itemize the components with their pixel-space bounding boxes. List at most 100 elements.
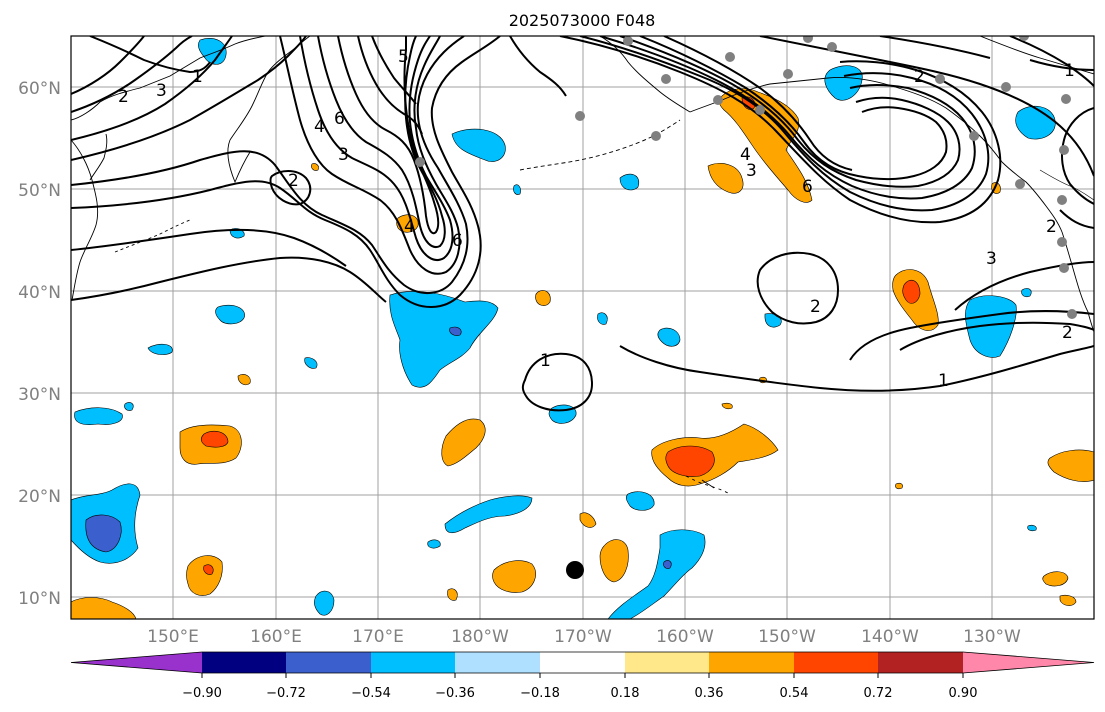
coastline-alaska-w: [599, 36, 691, 113]
colorbar-segment: [625, 652, 709, 673]
positive-patch: [599, 539, 629, 583]
coastline-hawaii-2: [701, 479, 715, 489]
contour-line: [899, 321, 1094, 351]
negative-patch: [427, 539, 441, 549]
station-marker: [1015, 179, 1025, 189]
negative-patch: [198, 38, 227, 65]
contour-line: [299, 36, 454, 261]
shaded-anomaly-field: [71, 38, 1094, 619]
contour-line: [71, 36, 307, 161]
contour-line: [71, 36, 469, 294]
station-marker: [661, 74, 671, 84]
lon-label: 130°W: [963, 627, 1021, 647]
positive-patch: [186, 555, 223, 596]
contour-label: 2: [914, 67, 925, 87]
contour-label: 2: [810, 297, 821, 317]
contour-label: 3: [156, 81, 167, 101]
colorbar-segment: [455, 652, 540, 673]
coastline-kurils: [114, 219, 191, 253]
colorbar-tick-label: 0.90: [949, 686, 978, 701]
positive-patch: [237, 374, 251, 386]
coastline-sakhalin: [89, 133, 108, 181]
negative-patch: [597, 312, 608, 325]
station-marker: [803, 36, 813, 43]
contour-line: [1059, 209, 1094, 229]
positive-patch: [707, 163, 744, 194]
station-marker: [713, 95, 723, 105]
contour-line: [879, 36, 991, 59]
station-marker: [1057, 195, 1067, 205]
contour-label: 4: [314, 117, 325, 137]
lon-label: 150°W: [758, 627, 816, 647]
colorbar-tick-label: −0.36: [435, 686, 475, 701]
contour-line: [619, 36, 961, 188]
negative-patch: [85, 514, 122, 553]
positive-patch: [579, 512, 597, 528]
negative-patch: [625, 491, 655, 511]
coastline-hawaii: [685, 475, 731, 495]
contour-label: 1: [938, 371, 949, 391]
contour-labels: 1 2 3 5 6 4 3 2 6 4 4 3 6 2 1 2 2 3 2 1: [118, 47, 1075, 391]
contour-line: [599, 36, 976, 200]
contour-line: [71, 228, 347, 267]
positive-patch: [492, 560, 536, 593]
positive-patch: [200, 430, 229, 448]
colorbar-segment: [878, 652, 963, 673]
positive-patch: [441, 418, 486, 467]
contour-label: 2: [118, 87, 129, 107]
contour-label: 1: [192, 67, 203, 87]
colorbar-segments: [70, 651, 1095, 674]
contour-label: 4: [740, 145, 751, 165]
positive-patch: [1059, 594, 1077, 606]
contour-lines: [71, 36, 1094, 412]
station-marker: [651, 131, 661, 141]
contour-line: [849, 310, 1094, 361]
negative-patch: [389, 291, 499, 388]
station-marker: [755, 105, 765, 115]
contour-label: 6: [802, 177, 813, 197]
longitude-labels: 150°E 160°E 170°E 180°W 170°W 160°W 150°…: [147, 627, 1021, 647]
contour-line: [269, 170, 312, 206]
contour-line: [71, 36, 193, 113]
station-marker: [969, 131, 979, 141]
contour-line: [954, 261, 1094, 311]
colorbar: −0.90 −0.72 −0.54 −0.36 −0.18 0.18 0.36 …: [70, 651, 1095, 701]
coastline-okhotsk: [71, 139, 99, 301]
station-marker: [1061, 94, 1071, 104]
lat-label: 50°N: [18, 181, 61, 201]
contour-line: [89, 36, 211, 74]
contour-label: 6: [334, 109, 345, 129]
positive-patch: [721, 402, 733, 410]
coastline-kamchatka-w: [227, 139, 251, 184]
negative-patch: [513, 184, 521, 195]
contour-line: [663, 36, 853, 171]
lon-label: 160°W: [656, 627, 714, 647]
colorbar-segment: [71, 652, 202, 673]
colorbar-tick-label: −0.54: [351, 686, 391, 701]
contour-line: [357, 36, 423, 135]
negative-patch: [1027, 524, 1037, 532]
contour-label: 3: [338, 145, 349, 165]
station-marker: [415, 157, 425, 167]
contour-line: [371, 36, 417, 105]
coastline-canada-rivers: [1039, 169, 1094, 201]
station-marker: [1059, 263, 1069, 273]
station-marker: [1001, 82, 1011, 92]
contour-line: [71, 36, 233, 141]
contour-line: [619, 345, 1094, 392]
lon-label: 180°W: [451, 627, 509, 647]
map-frame: [70, 35, 1095, 620]
contour-line: [71, 256, 387, 303]
negative-patch: [663, 560, 672, 569]
coastline-asia: [71, 36, 266, 121]
positive-patch: [203, 564, 214, 575]
positive-patch: [447, 588, 458, 601]
negative-patch: [147, 343, 173, 355]
colorbar-segment: [286, 652, 371, 673]
contour-label: 2: [1062, 323, 1073, 343]
positive-patch: [895, 482, 903, 490]
contour-label: 5: [398, 47, 409, 67]
positive-patch: [1047, 449, 1094, 482]
colorbar-tick-label: −0.18: [520, 686, 560, 701]
coastline-aleutians: [519, 119, 681, 171]
